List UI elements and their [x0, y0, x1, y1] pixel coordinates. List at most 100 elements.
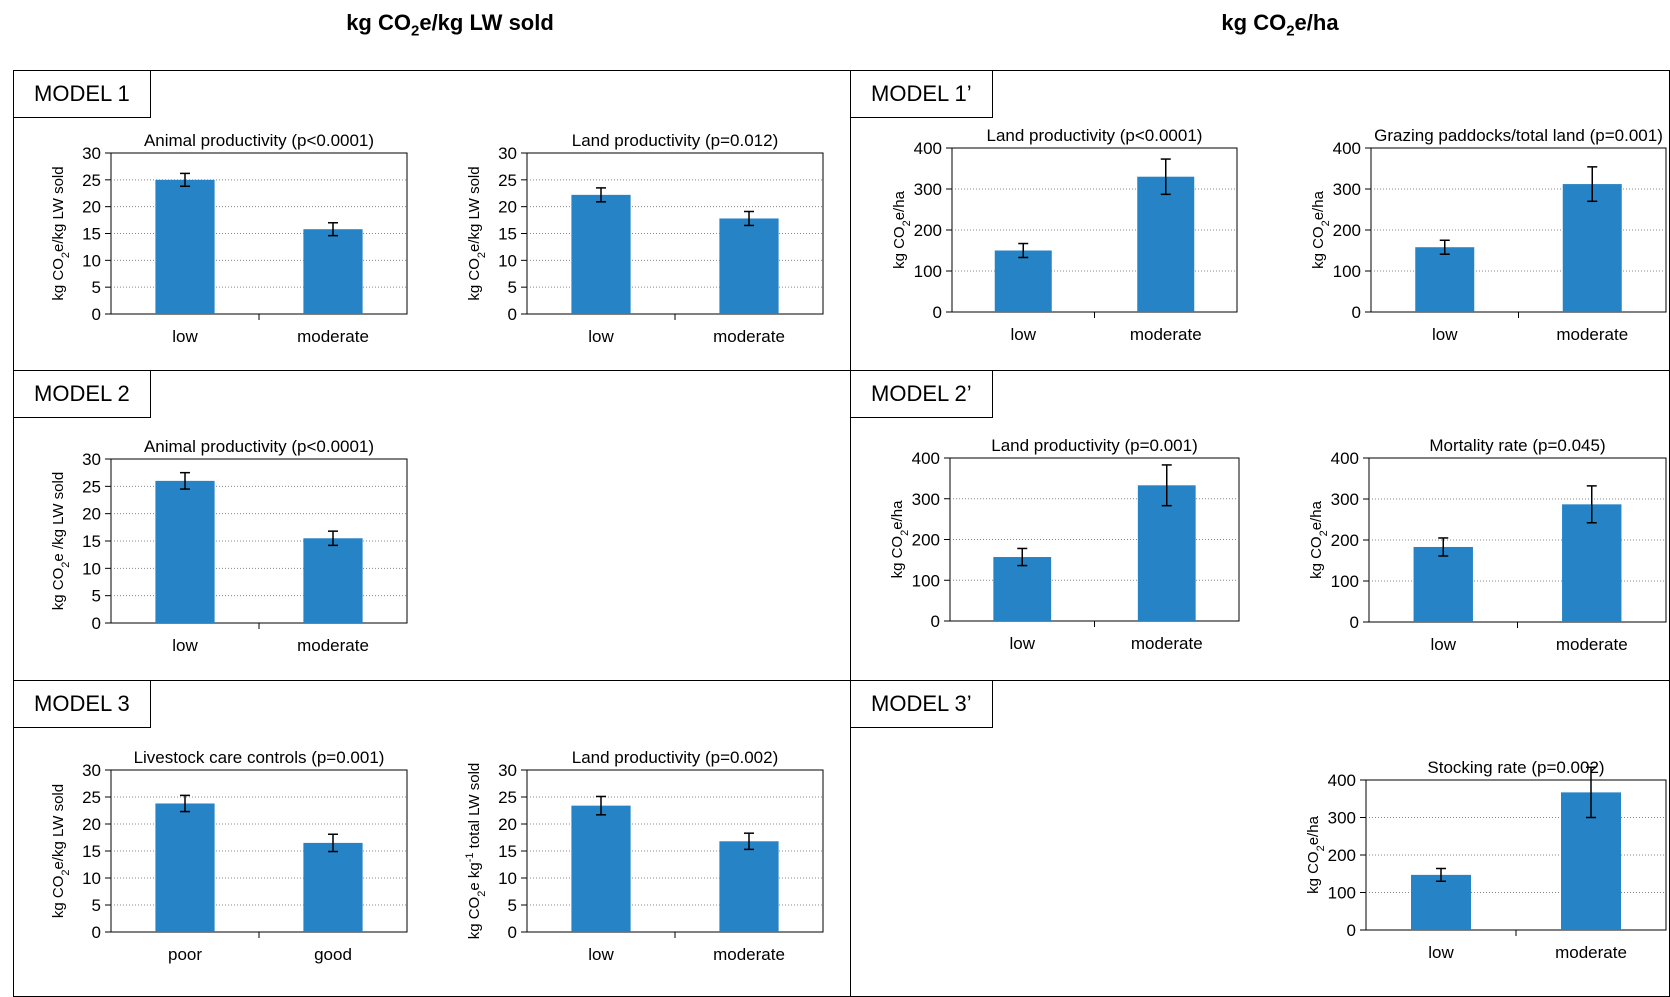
y-axis-label-part: e/ha: [891, 190, 908, 220]
chart-title: Livestock care controls (p=0.001): [134, 748, 385, 767]
y-axis-label: kg CO2e/ha: [1305, 815, 1327, 893]
left-heading-post: e/kg LW sold: [419, 10, 554, 35]
chart-4: 0 100 200 300 400 low moderate Grazing paddocks…: [1310, 126, 1667, 344]
bar-good: [303, 842, 363, 932]
y-tick-label: 5: [92, 896, 101, 915]
y-axis-label-part: 2: [60, 562, 72, 568]
x-tick-label: good: [314, 945, 352, 964]
y-tick-label: 15: [498, 842, 517, 861]
y-tick-label: 5: [92, 587, 101, 606]
right-heading-pre: kg CO: [1221, 10, 1287, 35]
y-tick-label: 0: [933, 303, 942, 322]
x-tick-label: moderate: [1131, 634, 1203, 653]
y-axis-label-part: e kg: [466, 862, 483, 890]
y-axis-label-part: kg CO: [50, 568, 67, 611]
bar-low: [1411, 874, 1471, 930]
y-tick-label: 300: [1333, 180, 1361, 199]
y-tick-label: 20: [498, 198, 517, 217]
y-axis-label-part: 2: [1320, 220, 1332, 226]
y-tick-label: 400: [914, 139, 942, 158]
y-tick-label: 0: [1352, 303, 1361, 322]
x-tick-label: moderate: [713, 327, 785, 346]
y-tick-label: 400: [1331, 449, 1359, 468]
x-tick-label: low: [1432, 325, 1458, 344]
y-tick-label: 0: [92, 305, 101, 324]
y-tick-label: 10: [498, 251, 517, 270]
chart-9: 0 5 10 15 20 25 30 low moderate Land productivity…: [464, 748, 824, 964]
y-tick-label: 30: [82, 144, 101, 163]
model-2-label: MODEL 2: [13, 370, 151, 418]
y-tick-label: 400: [1333, 139, 1361, 158]
model-3-prime-label: MODEL 3’: [850, 680, 993, 728]
left-section-heading: kg CO2e/kg LW sold: [250, 10, 650, 39]
chart-8: 0 5 10 15 20 25 30 poor good Livestock care contr…: [50, 748, 408, 964]
y-axis-label-part: kg CO: [1308, 536, 1325, 579]
chart-5: 0 5 10 15 20 25 30 low moderate Animal productivi…: [50, 437, 408, 655]
bar-low: [994, 250, 1052, 312]
y-tick-label: 30: [82, 761, 101, 780]
y-tick-label: 200: [912, 531, 940, 550]
x-tick-label: poor: [168, 945, 202, 964]
y-tick-label: 20: [498, 815, 517, 834]
x-tick-label: moderate: [297, 636, 369, 655]
right-section-heading: kg CO2e/ha: [1080, 10, 1480, 39]
y-tick-label: 15: [498, 225, 517, 244]
y-axis-label: kg CO2e/ha: [1308, 500, 1330, 578]
y-axis-label-part: e/ha: [1308, 500, 1325, 530]
bar-low: [1415, 247, 1475, 312]
y-axis-label-part: 2: [60, 252, 72, 258]
x-tick-label: moderate: [297, 327, 369, 346]
bar-moderate: [1137, 485, 1196, 621]
y-tick-label: 0: [508, 305, 517, 324]
bar-moderate: [303, 229, 363, 314]
y-axis-label-part: e/kg LW sold: [466, 166, 483, 252]
chart-2: 0 5 10 15 20 25 30 low moderate Land productivity…: [466, 131, 824, 346]
y-tick-label: 0: [1350, 613, 1359, 632]
y-tick-label: 25: [498, 788, 517, 807]
y-axis-label-part: kg CO: [466, 258, 483, 301]
y-tick-label: 0: [92, 614, 101, 633]
y-tick-label: 5: [508, 278, 517, 297]
chart-title: Animal productivity (p<0.0001): [144, 437, 374, 456]
y-tick-label: 100: [1328, 884, 1356, 903]
y-tick-label: 15: [82, 225, 101, 244]
model-3-label: MODEL 3: [13, 680, 151, 728]
y-axis-label: kg CO2e/kg LW sold: [50, 166, 72, 300]
chart-title: Animal productivity (p<0.0001): [144, 131, 374, 150]
y-tick-label: 100: [912, 571, 940, 590]
y-axis-label-part: -1: [464, 852, 476, 862]
bar-low: [1413, 546, 1473, 622]
y-tick-label: 5: [92, 278, 101, 297]
y-axis-label-part: kg CO: [50, 258, 67, 301]
y-axis-label: kg CO2e/ha: [1310, 190, 1332, 268]
y-axis-label-part: kg CO: [891, 226, 908, 269]
y-axis-label: kg CO2e kg-1 total LW sold: [464, 763, 488, 940]
y-axis-label-part: e/ha: [1310, 190, 1327, 220]
y-axis-label-part: total LW sold: [466, 763, 483, 853]
y-tick-label: 400: [1328, 771, 1356, 790]
model-1-prime-label: MODEL 1’: [850, 70, 993, 118]
model-1-label: MODEL 1: [13, 70, 151, 118]
y-tick-label: 10: [82, 869, 101, 888]
y-tick-label: 0: [92, 923, 101, 942]
y-tick-label: 100: [1333, 262, 1361, 281]
x-tick-label: low: [172, 327, 198, 346]
y-tick-label: 30: [498, 144, 517, 163]
x-tick-label: low: [1428, 943, 1454, 962]
y-axis-label-part: 2: [901, 220, 913, 226]
y-tick-label: 25: [82, 171, 101, 190]
bar-low: [571, 805, 631, 932]
y-axis-label-part: e/kg LW sold: [50, 784, 67, 870]
bar-low: [155, 179, 215, 314]
bar-poor: [155, 803, 215, 932]
y-tick-label: 200: [914, 221, 942, 240]
y-tick-label: 30: [82, 450, 101, 469]
y-tick-label: 100: [1331, 572, 1359, 591]
chart-title: Land productivity (p=0.001): [991, 436, 1198, 455]
y-tick-label: 20: [82, 505, 101, 524]
bar-moderate: [1562, 184, 1622, 312]
bar-low: [993, 557, 1052, 621]
model-2-prime-label: MODEL 2’: [850, 370, 993, 418]
y-axis-label-part: e/ha: [889, 500, 906, 530]
y-axis-label-part: kg CO: [889, 536, 906, 579]
